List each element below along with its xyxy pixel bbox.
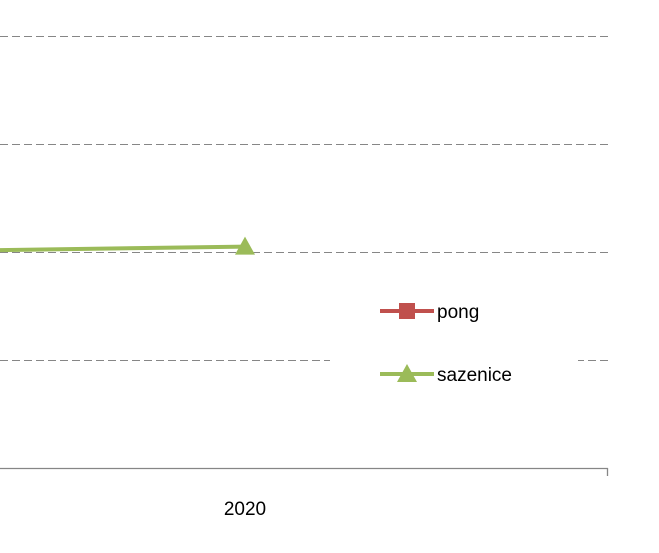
data-point-sazenice — [235, 236, 255, 255]
series-line-sazenice — [0, 244, 247, 253]
legend-label-pong: pong — [437, 302, 479, 323]
legend-label-sazenice: sazenice — [437, 365, 512, 386]
legend-box — [330, 280, 578, 395]
x-tick-label: 2020 — [224, 499, 266, 520]
series-layer — [0, 236, 255, 255]
legend-marker-sazenice — [397, 364, 417, 382]
legend-marker-pong — [399, 303, 415, 319]
legend: pong sazenice — [330, 280, 578, 395]
x-tick-labels: 2020 — [224, 499, 266, 520]
